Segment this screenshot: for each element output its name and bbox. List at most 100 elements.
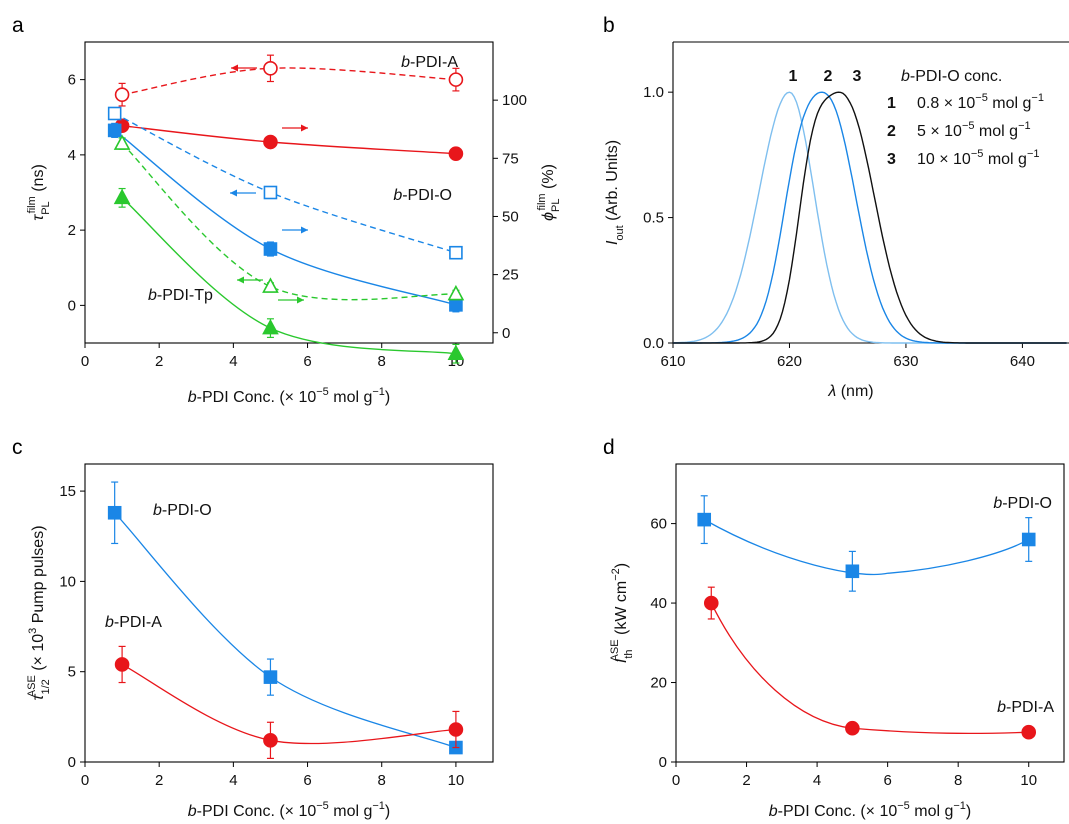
- fit-line: [121, 143, 456, 301]
- data-point: [107, 123, 122, 138]
- text-part: ϕ: [540, 212, 557, 221]
- data-point: [845, 720, 860, 736]
- data-point: [263, 134, 278, 150]
- text-part: mol g: [983, 151, 1027, 168]
- fit-line: [114, 112, 457, 254]
- arrow-head: [230, 189, 237, 197]
- x-tick-label: 4: [229, 353, 237, 370]
- legend-number: 2: [887, 123, 896, 140]
- series-green-tau: [113, 134, 465, 301]
- series-label: b-PDI-O: [393, 187, 452, 204]
- arrow-head: [301, 124, 308, 132]
- text-part: -PDI Conc. (× 10: [197, 389, 317, 406]
- panel-b: b 610 620 630 640 0.0 0.5 1.0 λ (nm) Iout (Arb. U…: [603, 14, 1069, 400]
- series-blue-tau: [107, 106, 463, 260]
- x-tick-label: 2: [155, 353, 163, 370]
- x-axis-label: b-PDI Conc. (× 10−5 mol g−1): [188, 386, 391, 406]
- series-blue: [107, 481, 463, 755]
- plot-frame: [675, 463, 1065, 763]
- plot-frame: [84, 463, 494, 763]
- x-tick-label: 6: [883, 772, 891, 789]
- y-tick-label: 0.5: [643, 210, 664, 227]
- text-part: -PDI Conc. (× 10: [197, 803, 317, 820]
- y-tick-label: 2: [68, 222, 76, 239]
- text-part: b: [769, 803, 778, 820]
- y-tick-label: 6: [68, 72, 76, 89]
- y-tick-label: 5: [68, 664, 76, 681]
- text-part: ): [385, 389, 390, 406]
- x-axis-label: b-PDI Conc. (× 10−5 mol g−1): [188, 800, 391, 820]
- text-part: ): [385, 803, 390, 820]
- y-tick-label: 40: [650, 595, 667, 612]
- fit-line: [114, 512, 457, 749]
- arrow-head: [297, 296, 304, 304]
- x-tick-label: 640: [1010, 353, 1035, 370]
- series-red: [703, 586, 1037, 740]
- x-tick-label: 610: [660, 353, 685, 370]
- x-tick-label: 630: [893, 353, 918, 370]
- text-part: 10 × 10: [917, 151, 971, 168]
- x-tick-label: 0: [81, 772, 89, 789]
- text-part: -PDI-Tp: [157, 287, 213, 304]
- y-tick-label: 1.0: [643, 84, 664, 101]
- spectrum-3: [673, 91, 1067, 344]
- fit-line: [114, 129, 457, 306]
- text-part: (ns): [30, 164, 47, 196]
- data-point: [448, 146, 464, 161]
- y-axis-label: τ1/2ASE (× 103 Pump pulses): [26, 525, 52, 700]
- data-point: [447, 284, 465, 301]
- fit-line: [121, 67, 456, 96]
- series-label: b-PDI-A: [105, 614, 162, 631]
- arrow-head: [231, 64, 238, 72]
- text-part: 1/2: [40, 679, 52, 694]
- text-part: ): [966, 803, 971, 820]
- y-right-tick-label: 25: [502, 267, 519, 284]
- x-tick-label: 10: [1020, 772, 1037, 789]
- data-point: [262, 318, 279, 335]
- y-axis-label-right: ϕPLfilm (%): [536, 164, 562, 221]
- series-red-tau: [114, 54, 464, 107]
- data-point: [107, 505, 122, 520]
- legend-entry: 0.8 × 10−5 mol g−1: [917, 92, 1044, 112]
- series-blue: [697, 495, 1036, 592]
- fit-line: [121, 663, 456, 745]
- text-part: -PDI-O: [402, 187, 452, 204]
- text-part: th: [623, 649, 635, 658]
- series-label: b-PDI-Tp: [148, 287, 213, 304]
- data-point: [448, 72, 464, 87]
- y-tick-label: 60: [650, 516, 667, 533]
- y-tick-label: 0: [68, 754, 76, 771]
- data-point: [449, 298, 463, 312]
- text-part: (kW cm: [613, 581, 630, 640]
- legend-number: 3: [887, 151, 896, 168]
- text-part: b: [401, 54, 410, 71]
- x-tick-label: 2: [155, 772, 163, 789]
- x-tick-label: 2: [742, 772, 750, 789]
- text-part: -PDI-A: [1006, 699, 1054, 716]
- plot-frame: [84, 41, 494, 344]
- panel-letter: b: [603, 14, 615, 37]
- text-part: −1: [372, 386, 385, 398]
- data-point: [449, 245, 463, 260]
- text-part: ASE: [609, 639, 621, 661]
- legend-entry: 5 × 10−5 mol g−1: [917, 120, 1031, 140]
- text-part: 0.8 × 10: [917, 95, 975, 112]
- panel-letter: a: [12, 14, 24, 37]
- text-part: mol g: [974, 123, 1018, 140]
- data-point: [263, 670, 278, 684]
- text-part: −5: [971, 148, 984, 160]
- x-tick-label: 4: [229, 772, 237, 789]
- text-part: −1: [1031, 92, 1044, 104]
- series-red: [114, 645, 464, 759]
- data-point: [263, 185, 278, 200]
- text-part: −1: [1027, 148, 1040, 160]
- text-part: (%): [540, 164, 557, 193]
- text-part: PL: [40, 201, 52, 214]
- data-point: [114, 87, 130, 102]
- data-point: [263, 733, 278, 748]
- series-green-phi: [113, 187, 465, 364]
- fit-line: [121, 197, 456, 355]
- x-tick-label: 620: [777, 353, 802, 370]
- text-part: out: [614, 225, 626, 240]
